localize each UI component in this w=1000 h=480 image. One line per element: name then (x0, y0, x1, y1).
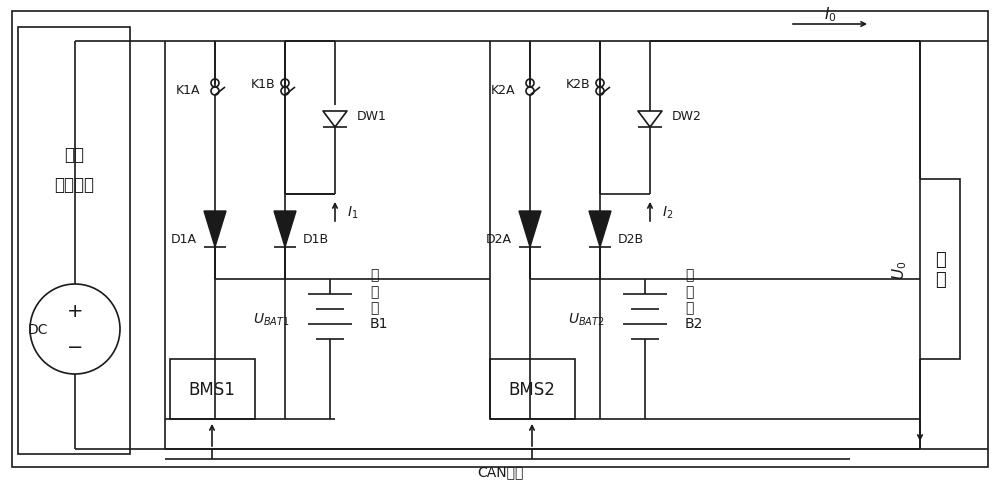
Text: $U_{BAT1}$: $U_{BAT1}$ (253, 311, 290, 327)
Text: DW1: DW1 (357, 109, 387, 122)
Text: BMS1: BMS1 (189, 380, 235, 398)
Text: −: − (67, 338, 83, 357)
Text: 整流模块: 整流模块 (54, 176, 94, 193)
Bar (18, 28, 130, 454)
Text: 高频: 高频 (64, 146, 84, 164)
Text: +: + (67, 302, 83, 321)
Text: CAN总线: CAN总线 (477, 464, 523, 478)
Text: K2A: K2A (490, 84, 515, 96)
Text: 电
池
组
B1: 电 池 组 B1 (370, 268, 389, 331)
Text: BMS2: BMS2 (509, 380, 555, 398)
Text: D2A: D2A (486, 233, 512, 246)
Polygon shape (204, 212, 226, 248)
Text: $I_2$: $I_2$ (662, 204, 673, 221)
Text: K1A: K1A (176, 84, 200, 96)
Polygon shape (589, 212, 611, 248)
Bar (920, 180, 960, 359)
Text: K2B: K2B (565, 77, 590, 90)
Text: DW2: DW2 (672, 109, 702, 122)
Bar (490, 359, 575, 419)
Polygon shape (519, 212, 541, 248)
Text: D1B: D1B (303, 233, 329, 246)
Text: $I_1$: $I_1$ (347, 204, 358, 221)
Text: K1B: K1B (250, 77, 275, 90)
Polygon shape (274, 212, 296, 248)
Text: $U_{BAT2}$: $U_{BAT2}$ (568, 311, 605, 327)
Text: D1A: D1A (171, 233, 197, 246)
Text: $U_0$: $U_0$ (891, 260, 909, 279)
Text: 电
池
组
B2: 电 池 组 B2 (685, 268, 703, 331)
Text: DC: DC (28, 323, 49, 336)
Text: D2B: D2B (618, 233, 644, 246)
Bar (170, 359, 255, 419)
Text: 负
载: 负 载 (935, 250, 945, 289)
Text: $I_0$: $I_0$ (824, 6, 836, 24)
